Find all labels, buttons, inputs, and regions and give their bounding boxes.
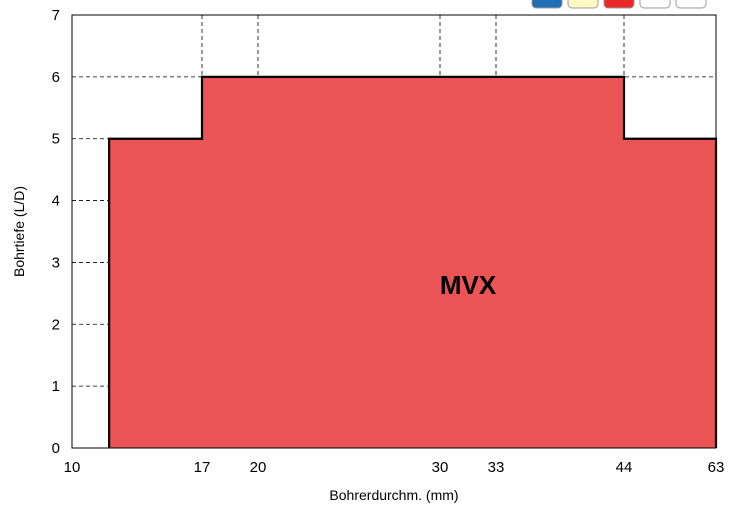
x-tick-label: 20 bbox=[250, 459, 267, 476]
y-tick-label: 2 bbox=[52, 316, 60, 333]
plot-frame bbox=[71, 14, 717, 449]
y-tick-label: 0 bbox=[52, 440, 60, 457]
x-axis-label: Bohrerdurchm. (mm) bbox=[329, 487, 458, 503]
x-tick-label: 17 bbox=[194, 459, 211, 476]
series-area bbox=[109, 76, 716, 448]
x-tick-labels: 10 17 20 30 33 44 63 bbox=[64, 459, 725, 476]
series-outline bbox=[108, 75, 718, 448]
series-label: MVX bbox=[440, 270, 497, 300]
x-tick-label: 30 bbox=[432, 459, 449, 476]
y-tick-label: 5 bbox=[52, 131, 60, 148]
legend-swatch bbox=[603, 0, 635, 9]
y-tick-label: 7 bbox=[52, 7, 60, 24]
legend-swatch bbox=[639, 0, 671, 9]
legend-swatch bbox=[531, 0, 563, 9]
legend-swatches bbox=[531, 0, 707, 9]
y-tick-label: 4 bbox=[52, 193, 60, 210]
x-tick-label: 63 bbox=[708, 459, 725, 476]
y-tick-labels: 0 1 2 3 4 5 6 7 bbox=[52, 7, 60, 457]
x-tick-label: 33 bbox=[488, 459, 505, 476]
y-axis-label: Bohrtiefe (L/D) bbox=[11, 186, 27, 277]
x-tick-label: 44 bbox=[616, 459, 633, 476]
data-area bbox=[108, 75, 718, 448]
x-tick-label: 10 bbox=[64, 459, 81, 476]
legend-swatch bbox=[675, 0, 707, 9]
y-tick-label: 1 bbox=[52, 378, 60, 395]
legend-swatch bbox=[567, 0, 599, 9]
y-tick-label: 3 bbox=[52, 254, 60, 271]
y-tick-label: 6 bbox=[52, 69, 60, 86]
